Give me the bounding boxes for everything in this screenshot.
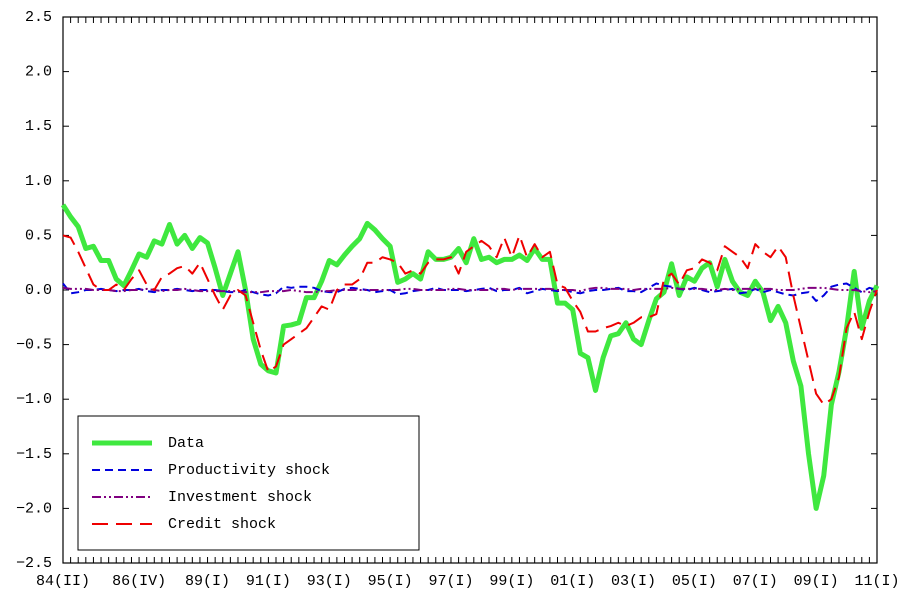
y-tick-label: 1.5 <box>25 118 52 135</box>
x-tick-label: 89(I) <box>185 573 230 590</box>
y-tick-label: 0.0 <box>25 282 52 299</box>
y-tick-label: −2.5 <box>16 555 52 572</box>
x-tick-label: 99(I) <box>489 573 534 590</box>
x-tick-label: 07(I) <box>733 573 778 590</box>
series-line <box>62 286 878 294</box>
x-tick-label: 01(I) <box>550 573 595 590</box>
y-tick-label: −1.0 <box>16 391 52 408</box>
y-tick-label: −2.0 <box>16 500 52 517</box>
x-tick-label: 95(I) <box>368 573 413 590</box>
legend-label: Investment shock <box>168 489 312 506</box>
y-tick-label: 1.0 <box>25 173 52 190</box>
x-tick-label: 93(I) <box>307 573 352 590</box>
x-tick-label: 09(I) <box>794 573 839 590</box>
x-tick-label: 11(I) <box>854 573 899 590</box>
y-tick-label: 0.5 <box>25 227 52 244</box>
x-tick-label: 03(I) <box>611 573 656 590</box>
legend-label: Data <box>168 435 204 452</box>
legend-label: Credit shock <box>168 516 276 533</box>
y-tick-label: −1.5 <box>16 446 52 463</box>
legend-label: Productivity shock <box>168 462 330 479</box>
x-tick-label: 05(I) <box>672 573 717 590</box>
y-tick-label: −0.5 <box>16 337 52 354</box>
x-tick-label: 86(IV) <box>112 573 166 590</box>
y-tick-label: 2.0 <box>25 64 52 81</box>
series-line <box>62 234 878 406</box>
y-tick-label: 2.5 <box>25 9 52 26</box>
x-tick-label: 84(II) <box>36 573 90 590</box>
x-tick-label: 97(I) <box>428 573 473 590</box>
x-tick-label: 91(I) <box>246 573 291 590</box>
legend-box <box>77 415 420 551</box>
